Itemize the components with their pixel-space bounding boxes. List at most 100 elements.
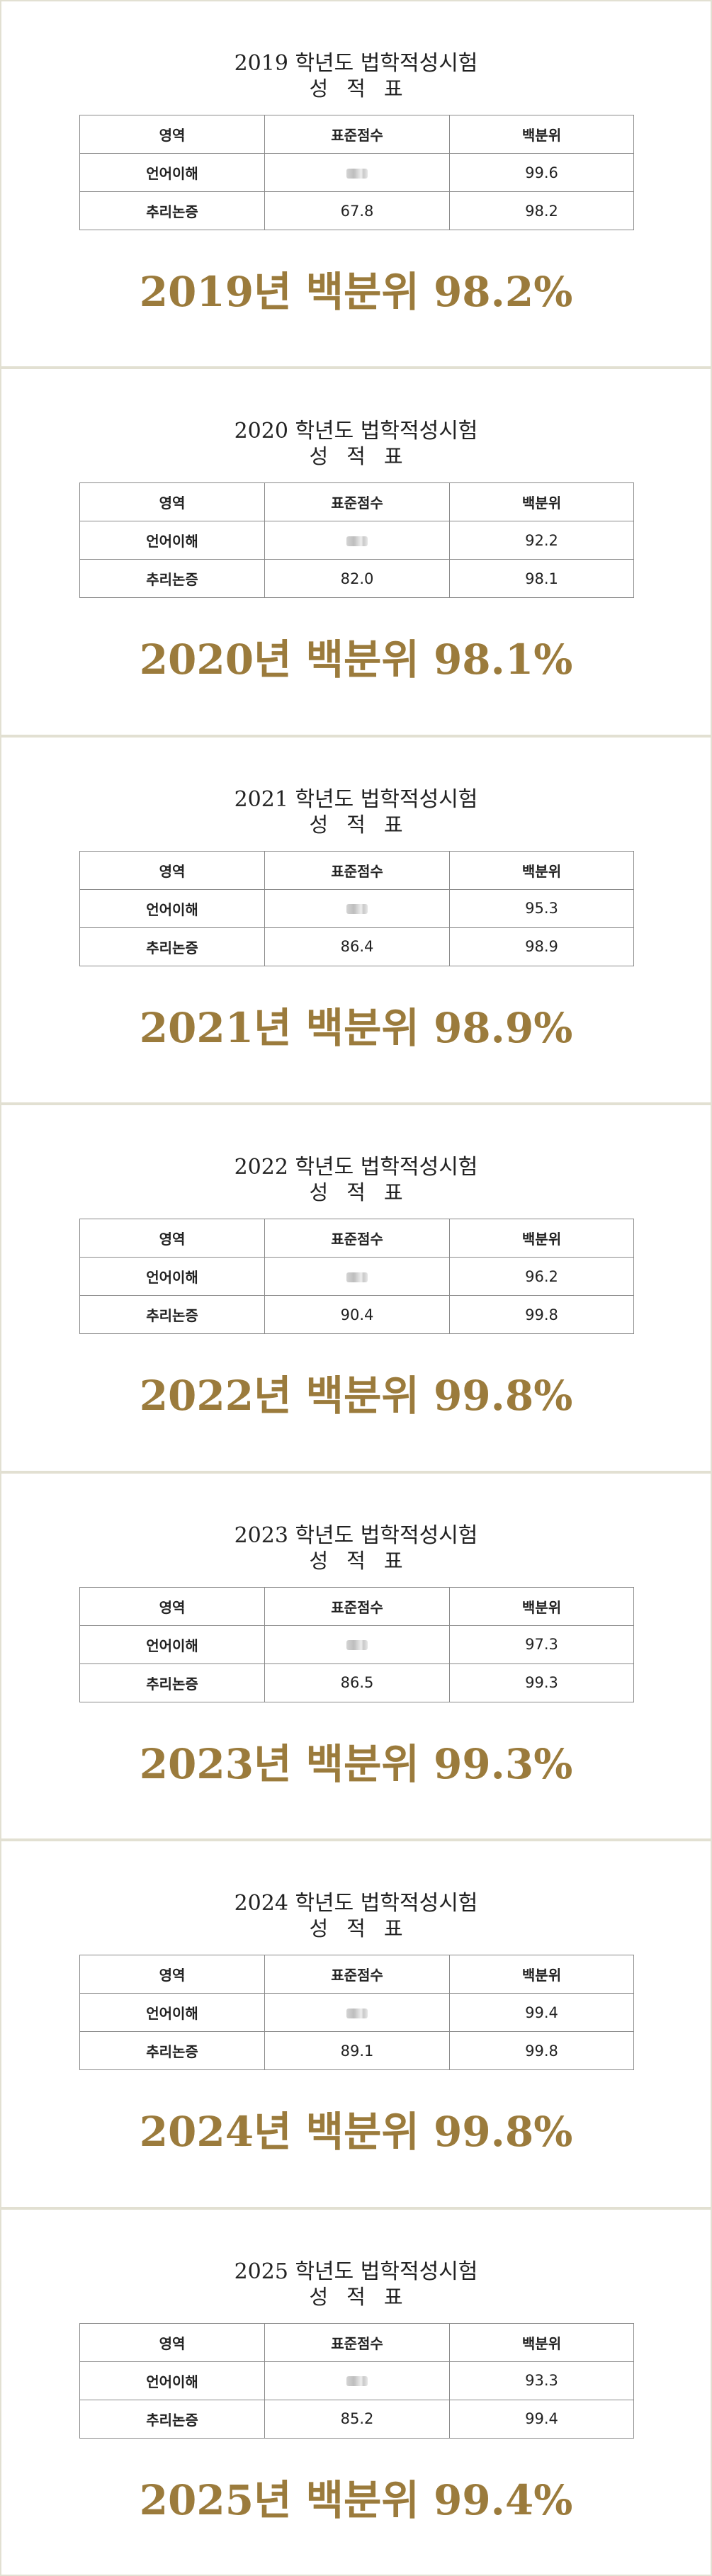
table-header-row: 영역 표준점수 백분위 <box>79 2322 634 2362</box>
blurred-score <box>346 904 368 915</box>
cell-standard-score <box>264 1257 450 1297</box>
cell-area: 언어이해 <box>79 2361 265 2400</box>
table-row: 언어이해 95.3 <box>79 888 634 928</box>
table-header-row: 영역 표준점수 백분위 <box>79 1586 634 1626</box>
card-title: 2024 학년도 법학적성시험 <box>234 1891 478 1916</box>
cell-standard-score: 67.8 <box>264 191 450 230</box>
cell-percentile: 98.1 <box>449 559 634 599</box>
score-card: 2019 학년도 법학적성시험 성적표 영역 표준점수 백분위 언어이해 <box>0 0 712 368</box>
header-area: 영역 <box>79 1955 265 1994</box>
cell-percentile: 99.4 <box>449 1993 634 2033</box>
card-subtitle: 성적표 <box>309 77 422 101</box>
cell-percentile: 99.3 <box>449 1663 634 1702</box>
cell-standard-score: 90.4 <box>264 1295 450 1335</box>
score-table: 영역 표준점수 백분위 언어이해 92.2 추리논증 <box>79 482 634 599</box>
score-card: 2022 학년도 법학적성시험 성적표 영역 표준점수 백분위 언어이해 <box>0 1104 712 1472</box>
header-standard-score: 표준점수 <box>264 1586 450 1626</box>
score-table: 영역 표준점수 백분위 언어이해 95.3 추리논증 <box>79 850 634 966</box>
table-header-row: 영역 표준점수 백분위 <box>79 482 634 522</box>
header-standard-score: 표준점수 <box>264 482 450 522</box>
header-percentile: 백분위 <box>449 2322 634 2362</box>
blurred-score <box>346 2376 368 2387</box>
card-subtitle: 성적표 <box>309 2284 422 2309</box>
header-percentile: 백분위 <box>449 1955 634 1994</box>
percentile-result: 2021년 백분위 98.9% <box>139 1003 573 1052</box>
cell-standard-score <box>264 2361 450 2400</box>
table-row: 언어이해 97.3 <box>79 1625 634 1664</box>
cell-area: 언어이해 <box>79 1257 265 1297</box>
percentile-result: 2024년 백분위 99.8% <box>139 2108 573 2157</box>
header-standard-score: 표준점수 <box>264 850 450 890</box>
card-subtitle: 성적표 <box>309 1180 422 1205</box>
table-row: 언어이해 99.6 <box>79 153 634 192</box>
score-card: 2021 학년도 법학적성시험 성적표 영역 표준점수 백분위 언어이해 <box>0 735 712 1105</box>
table-row: 추리논증 86.5 99.3 <box>79 1663 634 1702</box>
cell-percentile: 96.2 <box>449 1257 634 1297</box>
table-header-row: 영역 표준점수 백분위 <box>79 1955 634 1994</box>
score-table: 영역 표준점수 백분위 언어이해 97.3 추리논증 <box>79 1586 634 1702</box>
cell-standard-score: 86.4 <box>264 927 450 966</box>
cell-percentile: 97.3 <box>449 1625 634 1664</box>
cell-standard-score: 85.2 <box>264 2399 450 2439</box>
blurred-score <box>346 168 368 179</box>
score-table: 영역 표준점수 백분위 언어이해 96.2 추리논증 <box>79 1219 634 1335</box>
header-percentile: 백분위 <box>449 482 634 522</box>
table-header-row: 영역 표준점수 백분위 <box>79 1219 634 1258</box>
card-subtitle: 성적표 <box>309 1916 422 1941</box>
score-table: 영역 표준점수 백분위 언어이해 99.6 추리논증 <box>79 115 634 230</box>
table-row: 언어이해 96.2 <box>79 1257 634 1297</box>
header-standard-score: 표준점수 <box>264 1219 450 1258</box>
table-row: 추리논증 89.1 99.8 <box>79 2031 634 2071</box>
blurred-score <box>346 536 368 546</box>
cell-standard-score: 82.0 <box>264 559 450 599</box>
cell-area: 언어이해 <box>79 1993 265 2033</box>
table-row: 언어이해 93.3 <box>79 2361 634 2400</box>
card-title: 2020 학년도 법학적성시험 <box>234 419 478 444</box>
card-title: 2023 학년도 법학적성시험 <box>234 1523 478 1548</box>
card-title: 2025 학년도 법학적성시험 <box>234 2259 478 2284</box>
card-title: 2019 학년도 법학적성시험 <box>234 51 478 76</box>
card-subtitle: 성적표 <box>309 444 422 469</box>
cell-area: 언어이해 <box>79 888 265 928</box>
table-row: 추리논증 85.2 99.4 <box>79 2399 634 2439</box>
cell-area: 추리논증 <box>79 927 265 966</box>
cell-percentile: 99.8 <box>449 2031 634 2071</box>
percentile-result: 2020년 백분위 98.1% <box>139 635 573 684</box>
table-row: 추리논증 90.4 99.8 <box>79 1295 634 1335</box>
cell-area: 언어이해 <box>79 521 265 560</box>
cell-area: 추리논증 <box>79 2031 265 2071</box>
blurred-score <box>346 1640 368 1651</box>
header-percentile: 백분위 <box>449 115 634 154</box>
cell-standard-score: 89.1 <box>264 2031 450 2071</box>
cell-standard-score <box>264 1625 450 1664</box>
cell-percentile: 98.2 <box>449 191 634 230</box>
cell-standard-score <box>264 888 450 928</box>
cell-area: 언어이해 <box>79 1625 265 1664</box>
header-standard-score: 표준점수 <box>264 115 450 154</box>
table-row: 언어이해 99.4 <box>79 1993 634 2033</box>
score-table: 영역 표준점수 백분위 언어이해 99.4 추리논증 <box>79 1955 634 2071</box>
table-row: 추리논증 86.4 98.9 <box>79 927 634 966</box>
table-header-row: 영역 표준점수 백분위 <box>79 115 634 154</box>
card-subtitle: 성적표 <box>309 812 422 837</box>
header-area: 영역 <box>79 1586 265 1626</box>
header-percentile: 백분위 <box>449 850 634 890</box>
cell-percentile: 99.6 <box>449 153 634 192</box>
table-row: 언어이해 92.2 <box>79 521 634 560</box>
score-card: 2020 학년도 법학적성시험 성적표 영역 표준점수 백분위 언어이해 <box>0 368 712 736</box>
header-standard-score: 표준점수 <box>264 2322 450 2362</box>
percentile-result: 2023년 백분위 99.3% <box>139 1739 573 1788</box>
cell-area: 추리논증 <box>79 2399 265 2439</box>
score-table: 영역 표준점수 백분위 언어이해 93.3 추리논증 <box>79 2322 634 2439</box>
table-row: 추리논증 67.8 98.2 <box>79 191 634 230</box>
cell-area: 추리논증 <box>79 1295 265 1335</box>
table-header-row: 영역 표준점수 백분위 <box>79 850 634 890</box>
header-percentile: 백분위 <box>449 1219 634 1258</box>
score-card: 2025 학년도 법학적성시험 성적표 영역 표준점수 백분위 언어이해 <box>0 2208 712 2576</box>
score-card: 2023 학년도 법학적성시험 성적표 영역 표준점수 백분위 언어이해 <box>0 1471 712 1841</box>
percentile-result: 2022년 백분위 99.8% <box>139 1372 573 1420</box>
card-subtitle: 성적표 <box>309 1548 422 1573</box>
percentile-result: 2019년 백분위 98.2% <box>139 268 573 316</box>
header-standard-score: 표준점수 <box>264 1955 450 1994</box>
